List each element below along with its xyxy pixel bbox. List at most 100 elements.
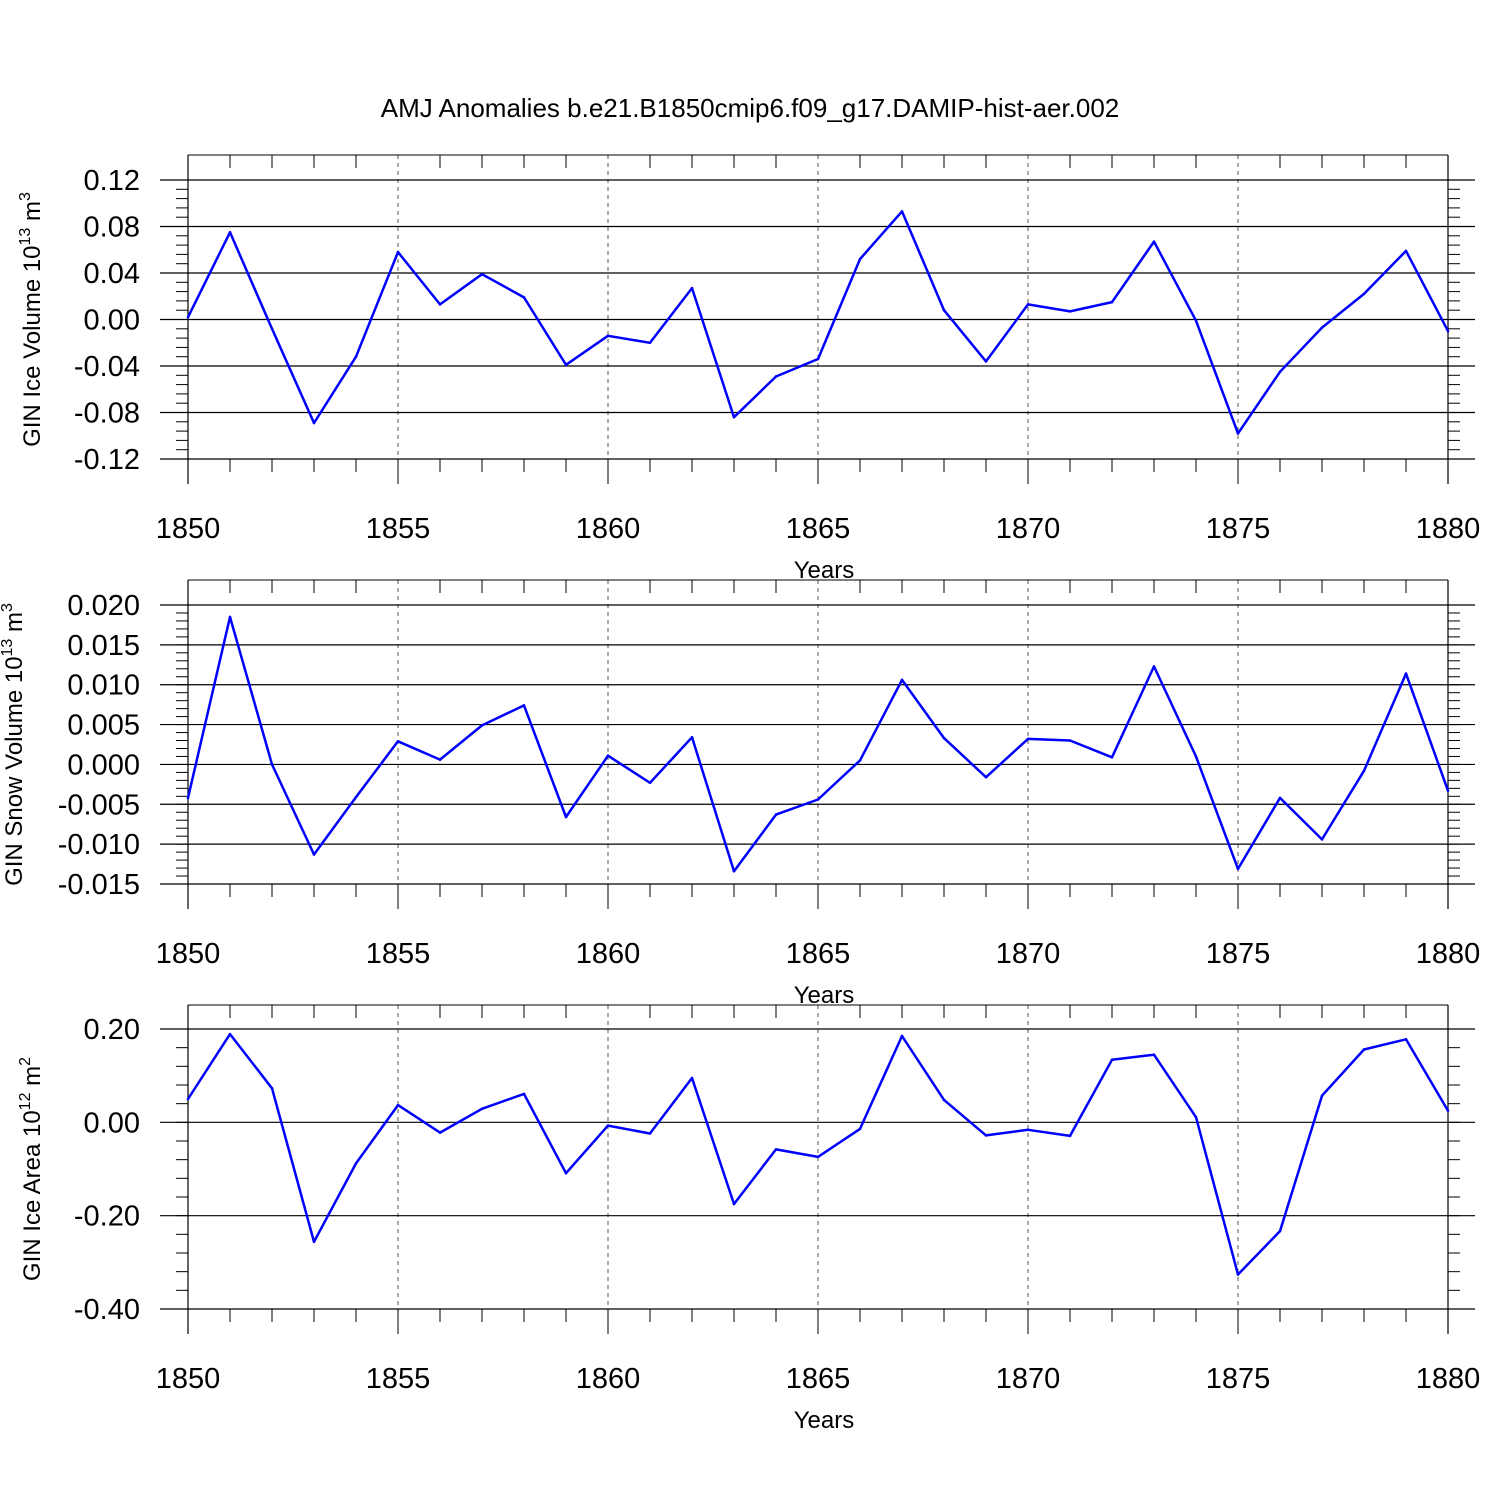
data-point — [1362, 292, 1366, 296]
data-point — [1110, 300, 1114, 304]
data-point — [816, 798, 820, 801]
y-tick-label: 0.08 — [84, 212, 140, 244]
data-point — [1110, 755, 1114, 759]
data-point — [522, 1092, 526, 1096]
data-point — [816, 357, 820, 361]
x-tick-label: 1870 — [996, 938, 1061, 970]
y-tick-label: 0.12 — [84, 165, 140, 197]
data-point — [1278, 370, 1282, 374]
data-point — [228, 615, 232, 619]
chart-panel-3: -0.40 -0.20 0.00 0.20 1850 1855 1860 1865 1870 18… — [17, 1004, 1481, 1434]
data-point — [1152, 1053, 1156, 1056]
y-tick-label: 0.20 — [84, 1014, 140, 1046]
data-point — [480, 1107, 484, 1111]
data-point — [774, 813, 778, 816]
data-point — [186, 796, 190, 800]
data-point — [1446, 789, 1450, 793]
panels: -0.12 -0.08 -0.04 0.00 0.04 0.08 0.12 1850 1855 1… — [0, 154, 1481, 1434]
data-point — [480, 724, 484, 727]
y-axis-title: GIN Ice Area 1012 m2 — [17, 1057, 46, 1281]
data-point — [186, 315, 190, 319]
figure-title: AMJ Anomalies b.e21.B1850cmip6.f09_g17.D… — [381, 93, 1120, 123]
data-point — [1068, 310, 1072, 313]
x-tick-label: 1875 — [1206, 1363, 1271, 1395]
data-point — [1194, 319, 1198, 322]
data-point — [228, 231, 232, 234]
x-tick-label: 1850 — [156, 1363, 221, 1395]
data-point — [648, 341, 652, 345]
data-point — [1278, 796, 1282, 800]
data-point — [1194, 1115, 1198, 1119]
data-point — [354, 355, 358, 359]
data-point — [270, 763, 274, 766]
data-point — [648, 781, 652, 785]
data-point — [732, 869, 736, 873]
data-point — [564, 1171, 568, 1175]
y-tick-label: -0.005 — [58, 789, 140, 821]
data-point — [1320, 838, 1324, 841]
data-point — [312, 1240, 316, 1244]
data-point — [228, 1032, 232, 1036]
x-tick-label: 1865 — [786, 938, 851, 970]
x-tick-label: 1870 — [996, 1363, 1061, 1395]
data-point — [858, 1127, 862, 1131]
data-point — [984, 360, 988, 363]
x-tick-label: 1880 — [1416, 513, 1481, 545]
y-tick-label: 0.000 — [67, 749, 140, 781]
data-point — [312, 853, 316, 856]
data-point — [1362, 769, 1366, 773]
chart-panel-1: -0.12 -0.08 -0.04 0.00 0.04 0.08 0.12 1850 1855 1… — [17, 154, 1481, 584]
x-tick-label: 1855 — [366, 1363, 431, 1395]
data-point — [1152, 240, 1156, 243]
data-point — [480, 272, 484, 276]
y-axis-title: GIN Snow Volume 1013 m3 — [0, 603, 28, 886]
data-point — [1236, 1273, 1240, 1276]
y-tick-label: 0.010 — [67, 670, 140, 702]
data-point — [942, 1098, 946, 1102]
data-point — [270, 1086, 274, 1090]
x-tick-label: 1860 — [576, 513, 641, 545]
data-point — [438, 303, 442, 306]
data-point — [186, 1097, 190, 1101]
data-point — [1236, 432, 1240, 435]
data-point — [564, 815, 568, 819]
data-point — [774, 375, 778, 378]
x-tick-label: 1865 — [786, 513, 851, 545]
data-point — [1152, 665, 1156, 668]
data-point — [690, 1076, 694, 1080]
x-tick-label: 1865 — [786, 1363, 851, 1395]
data-point — [690, 736, 694, 739]
y-tick-label: -0.20 — [74, 1201, 140, 1233]
y-tick-label: -0.08 — [74, 398, 140, 430]
y-tick-label: -0.015 — [58, 869, 140, 901]
data-point — [900, 678, 904, 682]
data-point — [1068, 739, 1072, 742]
data-point — [606, 1124, 610, 1127]
data-point — [1446, 329, 1450, 333]
data-point — [354, 1162, 358, 1165]
data-point — [1026, 303, 1030, 306]
x-tick-label: 1875 — [1206, 513, 1271, 545]
data-point — [1404, 249, 1408, 253]
x-tick-label: 1850 — [156, 938, 221, 970]
data-point — [606, 334, 610, 338]
data-point — [1320, 1094, 1324, 1098]
data-point — [690, 286, 694, 290]
data-point — [1362, 1048, 1366, 1051]
data-point — [648, 1132, 652, 1135]
data-point — [1194, 755, 1198, 758]
y-tick-label: -0.010 — [58, 829, 140, 861]
x-tick-label: 1855 — [366, 513, 431, 545]
data-point — [438, 1131, 442, 1134]
y-tick-label: -0.04 — [74, 351, 140, 383]
data-point — [1026, 1128, 1030, 1132]
data-point — [900, 210, 904, 213]
data-point — [942, 736, 946, 740]
data-point — [858, 257, 862, 261]
data-point — [1278, 1229, 1282, 1233]
data-point — [396, 740, 400, 743]
data-point — [900, 1034, 904, 1038]
x-tick-label: 1880 — [1416, 1363, 1481, 1395]
